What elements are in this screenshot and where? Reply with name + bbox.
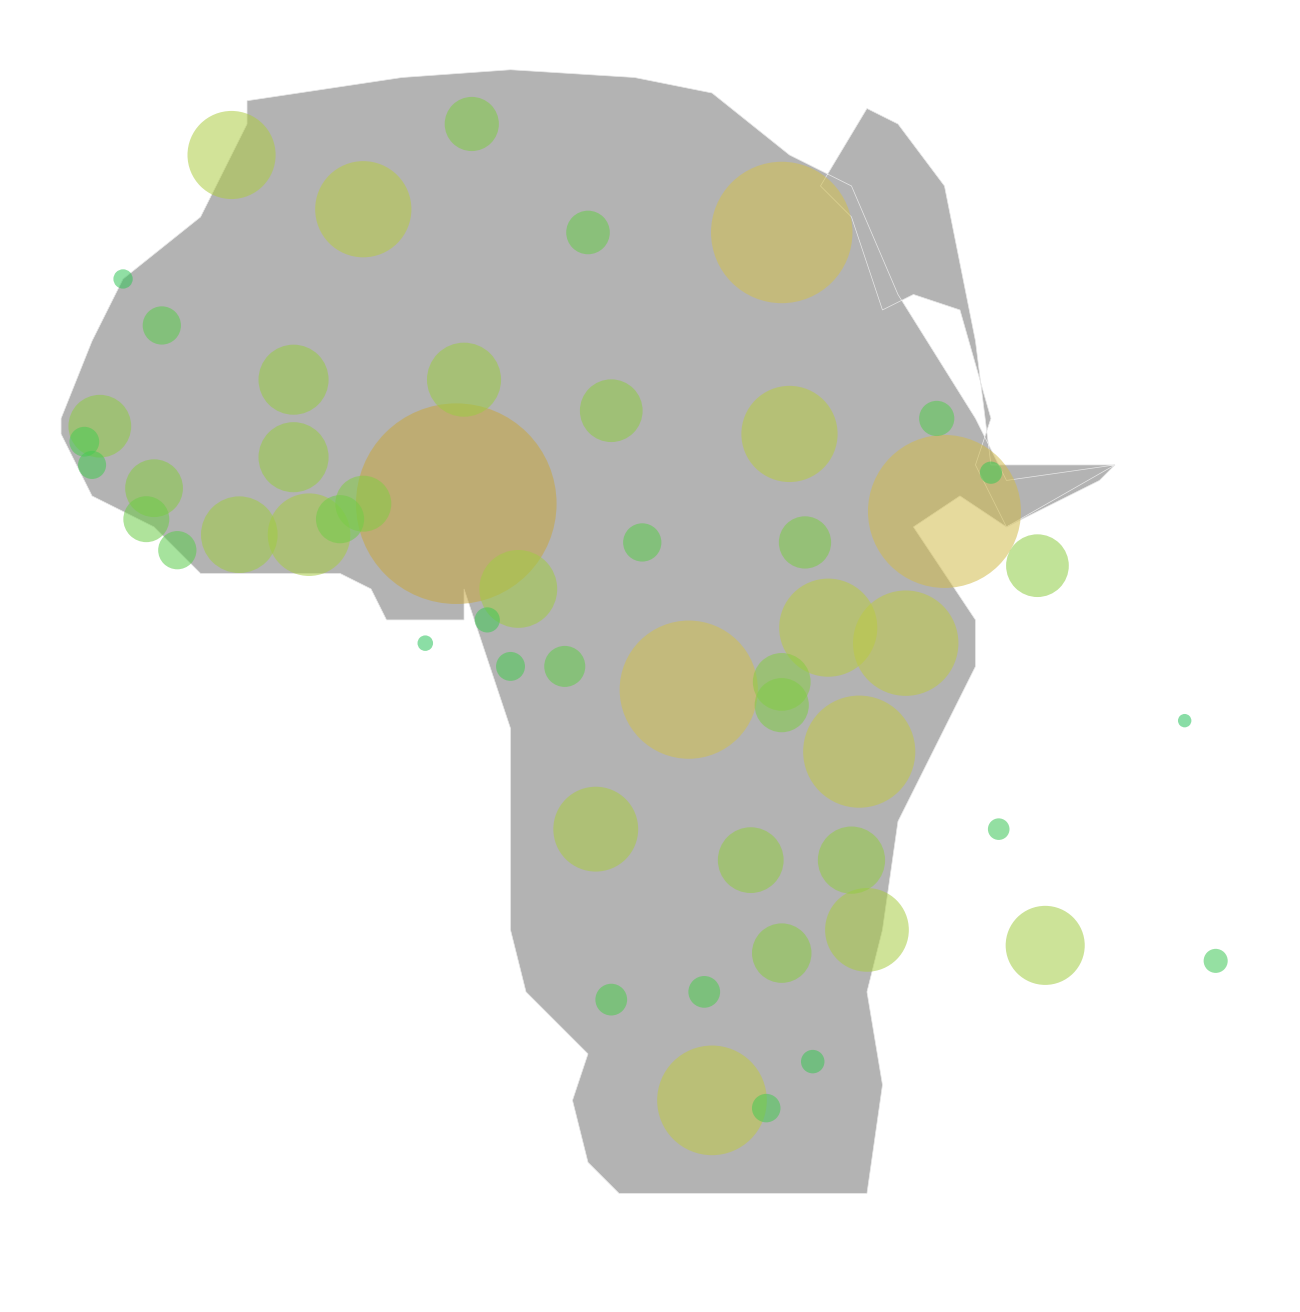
Circle shape xyxy=(818,827,885,893)
Circle shape xyxy=(113,269,133,289)
Circle shape xyxy=(803,695,915,808)
Circle shape xyxy=(658,1046,767,1155)
Circle shape xyxy=(711,161,853,303)
Circle shape xyxy=(868,436,1021,588)
Circle shape xyxy=(751,1094,780,1122)
Circle shape xyxy=(259,422,329,492)
Circle shape xyxy=(480,550,558,628)
Circle shape xyxy=(753,653,811,711)
Circle shape xyxy=(988,819,1010,840)
Circle shape xyxy=(919,401,954,436)
Circle shape xyxy=(1006,534,1069,597)
Circle shape xyxy=(124,496,169,542)
Circle shape xyxy=(69,426,99,457)
Circle shape xyxy=(718,828,784,893)
Circle shape xyxy=(826,888,909,972)
Circle shape xyxy=(315,161,411,257)
Circle shape xyxy=(143,306,181,345)
Circle shape xyxy=(554,787,638,871)
Circle shape xyxy=(268,493,350,576)
Circle shape xyxy=(474,607,500,632)
Circle shape xyxy=(545,646,585,687)
Circle shape xyxy=(202,496,278,573)
Circle shape xyxy=(741,386,837,482)
Circle shape xyxy=(335,476,391,531)
Circle shape xyxy=(426,342,500,417)
Circle shape xyxy=(187,112,276,199)
Circle shape xyxy=(980,462,1002,484)
Circle shape xyxy=(620,621,758,758)
Circle shape xyxy=(417,635,433,651)
Circle shape xyxy=(259,345,329,415)
Circle shape xyxy=(125,459,183,517)
Circle shape xyxy=(316,495,364,543)
Circle shape xyxy=(1006,905,1084,985)
Circle shape xyxy=(1204,949,1227,974)
Circle shape xyxy=(754,678,809,732)
Circle shape xyxy=(1178,714,1191,727)
Circle shape xyxy=(779,579,878,677)
Circle shape xyxy=(356,403,556,604)
Circle shape xyxy=(779,517,831,568)
Circle shape xyxy=(445,97,499,151)
Circle shape xyxy=(69,395,131,458)
Circle shape xyxy=(580,379,642,442)
Circle shape xyxy=(853,590,958,695)
Circle shape xyxy=(78,451,107,479)
Polygon shape xyxy=(61,70,1115,1194)
Circle shape xyxy=(801,1050,824,1073)
Circle shape xyxy=(751,924,811,983)
Circle shape xyxy=(595,984,627,1015)
Circle shape xyxy=(497,652,525,681)
Circle shape xyxy=(689,976,720,1008)
Circle shape xyxy=(567,211,610,255)
Circle shape xyxy=(623,523,662,562)
Circle shape xyxy=(159,531,196,569)
